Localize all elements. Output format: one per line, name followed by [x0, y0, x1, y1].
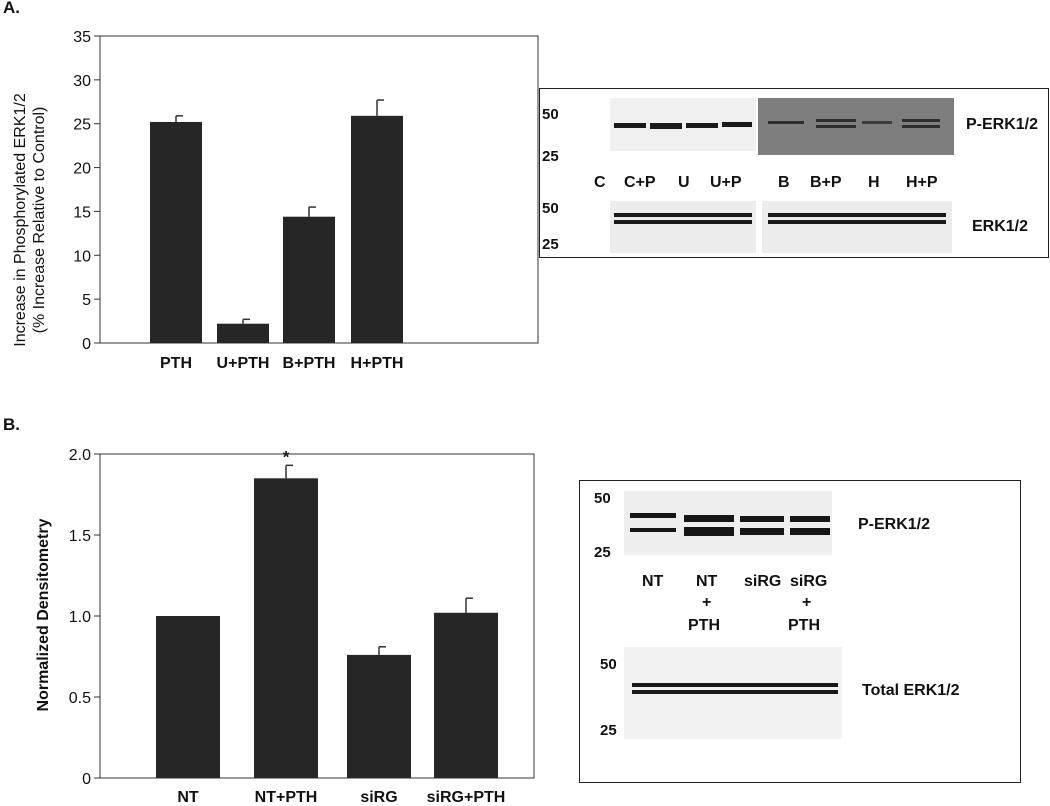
bar	[254, 478, 318, 778]
category-label: PTH	[160, 355, 192, 372]
bar	[217, 323, 269, 343]
blot-a-marker-25-top: 25	[542, 148, 559, 165]
blot-a-lane-label: B+P	[810, 174, 842, 191]
panel-b-label: B.	[3, 415, 20, 434]
blot-b-lane-label: +	[702, 594, 711, 611]
blot-a-label-erk: ERK1/2	[972, 218, 1028, 235]
blot-b-lane-label: NT	[642, 573, 664, 590]
category-label: H+PTH	[351, 355, 404, 372]
blot-a-label-perk: P-ERK1/2	[966, 116, 1038, 133]
blot-a-frame: 50 25 50 25 C C+P U U+P B B+P H H+P P-ER…	[539, 88, 1049, 258]
blot-a-marker-50-top: 50	[542, 106, 559, 123]
blot-b-perk-strip	[624, 491, 832, 555]
chart-a: Increase in Phosphorylated ERK1/2 (% Inc…	[12, 29, 539, 372]
blot-a-perk-band-5	[768, 121, 804, 124]
category-label: U+PTH	[217, 355, 270, 372]
bar	[156, 616, 220, 778]
blot-a-perk-band-7	[862, 121, 892, 124]
category-label: NT+PTH	[255, 789, 318, 806]
y-tick-label: 10	[73, 248, 91, 265]
blot-a-lane-label: B	[778, 174, 790, 191]
category-label: siRG	[360, 789, 397, 806]
bar	[434, 612, 498, 778]
blot-a-lane-label: C+P	[624, 174, 656, 191]
blot-a-perk-band-6b	[816, 125, 856, 128]
significance-marker: *	[283, 447, 290, 466]
blot-a-lane-label: H+P	[906, 174, 938, 191]
y-tick-label: 15	[73, 204, 91, 221]
blot-a-erk-strip-right	[762, 201, 952, 253]
blot-b: 50 25 50 25 NT NT + PTH siRG siRG + PTH …	[594, 490, 960, 739]
blot-b-lane-label: NT	[696, 573, 718, 590]
chart-a-ylabel-line1: Increase in Phosphorylated ERK1/2	[12, 93, 29, 347]
bar	[150, 121, 202, 344]
blot-b-erk-bands	[632, 683, 838, 694]
blot-a-marker-50-bottom: 50	[542, 200, 559, 217]
bar	[347, 654, 411, 778]
blot-a-lane-label: U+P	[710, 174, 742, 191]
blot-a-perk-band-3	[686, 123, 718, 128]
y-tick-label: 2.0	[69, 447, 91, 464]
chart-a-ylabel-line2: (% Increase Relative to Control)	[31, 107, 48, 334]
blot-b-marker-50-top: 50	[594, 490, 611, 507]
blot-b-marker-50-bottom: 50	[600, 656, 617, 673]
bar	[351, 115, 403, 343]
blot-b-marker-25-top: 25	[594, 544, 611, 561]
chart-b-ylabel: Normalized Densitometry	[35, 518, 52, 711]
blot-b-perk-bands	[630, 513, 830, 536]
blot-a-lane-label: U	[678, 174, 690, 191]
blot-a-perk-band-8	[902, 119, 940, 122]
blot-a-erk-strip-left	[610, 201, 756, 253]
blot-b-frame: 50 25 50 25 NT NT + PTH siRG siRG + PTH …	[579, 480, 1021, 783]
blot-b-lane-label: PTH	[688, 617, 720, 634]
blot-a-lane-label: H	[868, 174, 880, 191]
blot-a-erk-bands	[614, 213, 946, 224]
y-tick-label: 20	[73, 161, 91, 178]
panel-a-label: A.	[3, 0, 20, 17]
category-label: B+PTH	[283, 355, 336, 372]
blot-a-perk-band-1	[614, 123, 646, 128]
blot-a-perk-band-8b	[902, 125, 940, 128]
blot-b-lane-label: +	[802, 594, 811, 611]
category-label: NT	[177, 789, 199, 806]
y-tick-label: 35	[73, 29, 91, 46]
blot-b-label-perk: P-ERK1/2	[858, 516, 930, 533]
blot-b-lane-label: siRG	[790, 573, 827, 590]
y-tick-label: 0	[82, 336, 91, 353]
blot-b-lane-label: siRG	[744, 573, 781, 590]
y-tick-label: 30	[73, 73, 91, 90]
y-tick-label: 0.5	[69, 690, 91, 707]
blot-b-lane-label: PTH	[788, 617, 820, 634]
y-tick-label: 1.0	[69, 609, 91, 626]
blot-a: 50 25 50 25 C C+P U U+P B B+P H H+P P-ER…	[542, 98, 1038, 253]
blot-a-marker-25-bottom: 25	[542, 236, 559, 253]
y-tick-label: 25	[73, 117, 91, 134]
y-tick-label: 5	[82, 292, 91, 309]
chart-b: Normalized Densitometry 0 0.5 1.0 1.5 2.0 NT *…	[35, 447, 535, 806]
blot-b-label-erk: Total ERK1/2	[862, 682, 960, 699]
bar	[283, 216, 335, 343]
blot-a-perk-band-4	[722, 122, 752, 127]
category-label: siRG+PTH	[427, 789, 506, 806]
blot-a-lane-label: C	[594, 174, 606, 191]
y-tick-label: 0	[82, 771, 91, 788]
blot-b-marker-25-bottom: 25	[600, 722, 617, 739]
y-tick-label: 1.5	[69, 528, 91, 545]
blot-a-perk-band-2	[650, 123, 682, 129]
blot-a-perk-band-6	[816, 119, 856, 122]
